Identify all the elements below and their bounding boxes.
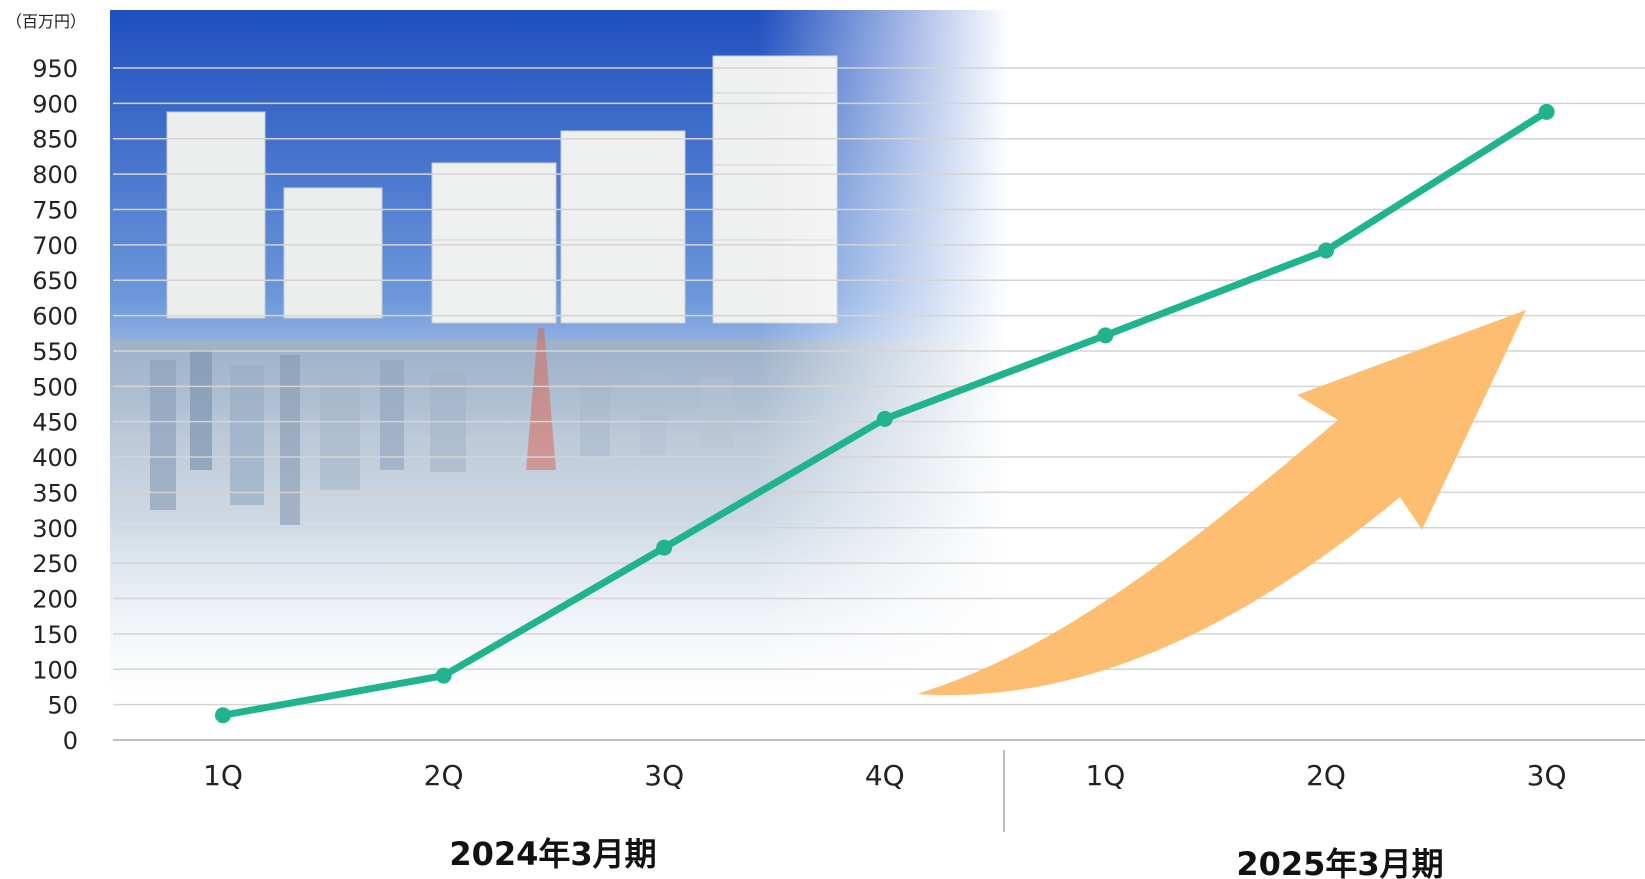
battery-units [166, 55, 838, 324]
y-tick-label: 700 [32, 232, 78, 260]
y-tick-label: 850 [32, 126, 78, 154]
city-skyline [110, 328, 1010, 700]
y-tick-label: 450 [32, 409, 78, 437]
y-tick-label: 950 [32, 55, 78, 83]
data-point [1318, 242, 1334, 259]
period-label-fy2025: 2025年3月期 [1236, 845, 1443, 879]
series [215, 103, 1555, 724]
y-tick-label: 600 [32, 303, 78, 331]
battery-unit [283, 187, 383, 319]
data-point [1538, 103, 1555, 120]
y-tick-label: 550 [32, 338, 78, 366]
y-tick-label: 500 [32, 373, 78, 401]
data-point [876, 410, 893, 427]
x-tick-label: 1Q [1085, 759, 1125, 792]
y-tick-label: 300 [32, 515, 78, 543]
period-label-fy2024: 2024年3月期 [449, 835, 656, 873]
x-tick-label: 2Q [1306, 759, 1346, 792]
y-tick-label: 650 [32, 267, 78, 295]
data-point [656, 539, 673, 556]
tower [526, 328, 556, 470]
battery-unit [431, 162, 557, 324]
y-tick-label: 100 [32, 656, 78, 684]
y-tick-label: 150 [32, 621, 78, 649]
growth-arrow [917, 310, 1526, 696]
y-tick-label: 350 [32, 479, 78, 507]
battery-unit [560, 130, 686, 324]
x-tick-label: 2Q [424, 759, 464, 792]
x-tick-label: 3Q [1527, 759, 1567, 792]
data-point [1097, 327, 1114, 344]
y-tick-label: 750 [32, 196, 78, 224]
x-tick-label: 1Q [203, 759, 243, 792]
y-tick-label: 900 [32, 90, 78, 118]
y-tick-label: 0 [63, 727, 78, 755]
background-photo [110, 10, 1010, 700]
x-axis-ticks: 1Q 2Q 3Q 4Q 1Q 2Q 3Q [203, 759, 1566, 792]
data-point [435, 667, 452, 684]
battery-unit [712, 55, 838, 324]
y-axis-ticks: 0 50 100 150 200 250 300 350 400 450 500 550 600 650 7… [32, 55, 78, 755]
y-tick-label: 200 [32, 586, 78, 614]
x-tick-label: 3Q [644, 759, 684, 792]
unit-label: （百万円） [6, 12, 86, 31]
y-tick-label: 250 [32, 550, 78, 578]
y-tick-label: 400 [32, 444, 78, 472]
x-tick-label: 4Q [865, 759, 905, 792]
y-tick-label: 800 [32, 161, 78, 189]
y-tick-label: 50 [47, 692, 78, 720]
battery-unit [166, 111, 266, 319]
data-point [215, 707, 231, 724]
